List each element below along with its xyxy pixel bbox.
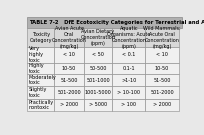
Bar (27, 99, 54, 111)
Bar (54, 86, 84, 99)
Text: Highly
toxic: Highly toxic (29, 63, 44, 74)
Text: 10-50: 10-50 (62, 66, 76, 71)
Bar (27, 63, 54, 74)
Bar (54, 99, 84, 111)
Bar (112, 63, 145, 74)
Text: Very
highly
toxic: Very highly toxic (29, 46, 44, 63)
Bar (145, 63, 179, 74)
Bar (27, 86, 54, 99)
Bar (54, 63, 84, 74)
Bar (84, 47, 112, 63)
Bar (84, 99, 112, 111)
Bar (145, 86, 179, 99)
Bar (27, 74, 54, 86)
Text: > 2000: > 2000 (60, 102, 78, 107)
Bar (145, 47, 179, 63)
Bar (84, 74, 112, 86)
Text: Aquatic
Organisms: Acute
Concentration
(ppm): Aquatic Organisms: Acute Concentration (… (107, 26, 151, 49)
Bar (54, 47, 84, 63)
Text: Avian Acute
Oral
Concentration
(mg/kg): Avian Acute Oral Concentration (mg/kg) (52, 26, 86, 49)
Bar (145, 28, 179, 47)
Bar (112, 47, 145, 63)
Bar (145, 99, 179, 111)
Bar (112, 99, 145, 111)
Text: 501-1000: 501-1000 (86, 78, 110, 83)
Text: 0.1-1: 0.1-1 (123, 66, 135, 71)
Bar (27, 17, 182, 28)
Text: Slightly
toxic: Slightly toxic (29, 87, 47, 98)
Text: < 10: < 10 (63, 52, 75, 57)
Text: Wild Mammals:
Acute Oral
Concentration
(mg/kg): Wild Mammals: Acute Oral Concentration (… (143, 26, 181, 49)
Text: > 100: > 100 (121, 102, 136, 107)
Text: Practically
nontoxic: Practically nontoxic (29, 99, 54, 110)
Text: TABLE 7-2   DfE Ecotoxicity Categories for Terrestrial and Aquatic Organisms: TABLE 7-2 DfE Ecotoxicity Categories for… (29, 20, 204, 25)
Bar (112, 74, 145, 86)
Bar (54, 28, 84, 47)
Text: 501-2000: 501-2000 (150, 90, 174, 95)
Bar (27, 28, 54, 47)
Text: < 50: < 50 (92, 52, 104, 57)
Bar (84, 28, 112, 47)
Text: 51-500: 51-500 (60, 78, 78, 83)
Text: < 0.1: < 0.1 (122, 52, 135, 57)
Text: 50-500: 50-500 (89, 66, 107, 71)
Bar (112, 86, 145, 99)
Bar (112, 28, 145, 47)
Bar (54, 74, 84, 86)
Text: > 5000: > 5000 (89, 102, 107, 107)
Text: > 10-100: > 10-100 (117, 90, 140, 95)
Bar (84, 63, 112, 74)
Bar (145, 74, 179, 86)
Text: Toxicity
Category: Toxicity Category (30, 32, 52, 43)
Text: < 10: < 10 (156, 52, 168, 57)
Text: Avian Dietary
Concentration
(ppm): Avian Dietary Concentration (ppm) (81, 29, 115, 46)
Text: 1001-5000: 1001-5000 (85, 90, 111, 95)
Text: 51-500: 51-500 (153, 78, 171, 83)
Bar (84, 86, 112, 99)
Text: >1-10: >1-10 (121, 78, 136, 83)
Text: 10-50: 10-50 (155, 66, 169, 71)
Text: Moderately
toxic: Moderately toxic (29, 75, 57, 85)
Text: 501-2000: 501-2000 (57, 90, 81, 95)
Text: > 2000: > 2000 (153, 102, 171, 107)
Bar (27, 47, 54, 63)
